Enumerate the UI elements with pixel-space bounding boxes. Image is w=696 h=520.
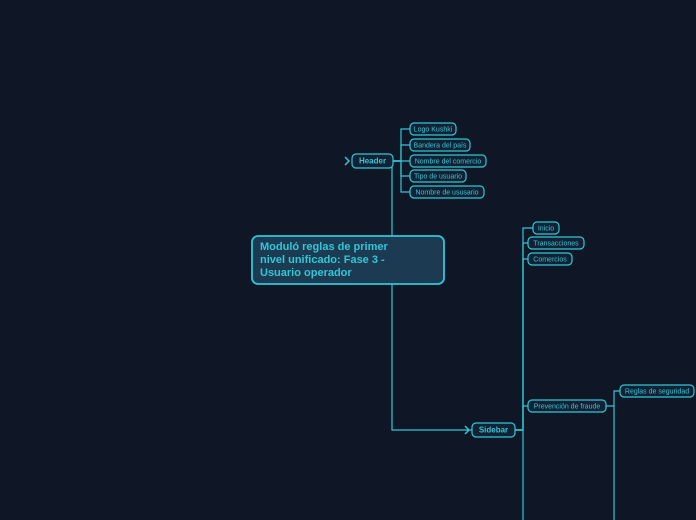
node-label-header: Header <box>359 157 386 166</box>
root-text-line: Usuario operador <box>260 267 352 279</box>
node-label-sidebar: Sidebar <box>479 426 508 435</box>
node-label-s3: Comercios <box>533 256 567 263</box>
node-label-h5: Nombre de ususario <box>415 189 478 196</box>
root-text-line: Moduló reglas de primer <box>260 241 388 253</box>
node-label-s41: Reglas de seguridad <box>625 388 689 395</box>
node-label-s4: Prevención de fraude <box>534 403 601 410</box>
root-text-line: nivel unificado: Fase 3 - <box>260 254 385 266</box>
node-label-h1: Logo Kushki <box>414 126 453 133</box>
node-label-s2: Transacciones <box>533 240 579 247</box>
node-label-s1: Inicio <box>538 225 554 232</box>
node-label-h2: Bandera del país <box>414 142 467 149</box>
node-label-h3: Nombre del comercio <box>415 158 482 165</box>
node-label-h4: Tipo de usuario <box>414 173 462 180</box>
